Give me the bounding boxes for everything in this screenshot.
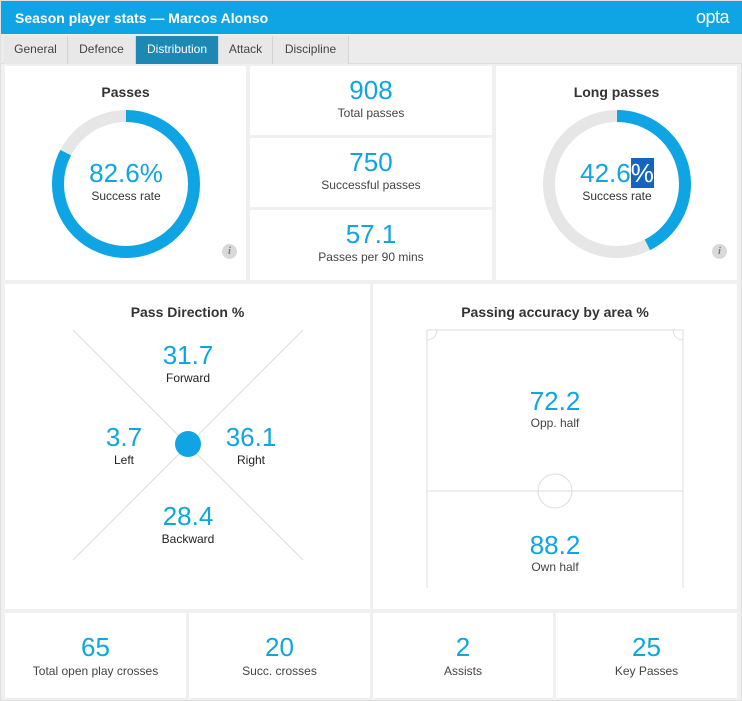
long-passes-rate-number: 42.6 (580, 158, 631, 188)
passes-panel: Passes 82.6% Success rate i (5, 66, 246, 280)
left-label: Left (113, 453, 134, 467)
long-passes-panel: Long passes 42.6% Success rate i (496, 66, 737, 280)
forward-label: Forward (165, 371, 210, 385)
long-passes-title: Long passes (573, 84, 660, 100)
accuracy-panel: Passing accuracy by area % 72.2 Opp. hal… (373, 284, 737, 609)
total-passes-label: Total passes (337, 106, 405, 120)
open-play-crosses-value: 65 (81, 632, 110, 662)
opp-half-label: Opp. half (530, 416, 580, 430)
pitch-outline (426, 329, 684, 588)
right-value: 36.1 (225, 422, 277, 452)
passes-ring-fill (52, 110, 200, 258)
center-circle (537, 473, 573, 509)
passes-per-90-value: 57.1 (345, 219, 397, 249)
passes-rate-label: Success rate (91, 189, 161, 203)
right-label: Right (236, 453, 265, 467)
backward-value: 28.4 (162, 501, 214, 531)
assists-label: Assists (443, 664, 482, 678)
direction-backward: 28.4 Backward (148, 501, 228, 546)
key-passes-card: 25 Key Passes (556, 613, 737, 698)
accuracy-title: Passing accuracy by area % (461, 304, 649, 320)
pass-direction-panel: Pass Direction % 31.7 Forward 3.7 Left 3… (5, 284, 370, 609)
tab-bar: General Defence Distribution Attack Disc… (1, 34, 742, 64)
direction-right: 36.1 Right (211, 422, 291, 467)
opta-logo: opta (695, 7, 730, 27)
passes-per-90-card: 57.1 Passes per 90 mins (250, 210, 492, 280)
long-passes-rate: 42.6% (542, 158, 692, 189)
total-passes-card: 908 Total passes (250, 66, 492, 135)
pass-direction-lines (72, 329, 304, 561)
passes-per-90-label: Passes per 90 mins (318, 250, 424, 264)
passes-rate-value: 82.6% (89, 158, 163, 188)
pass-direction-title: Pass Direction % (130, 304, 245, 320)
successful-passes-label: Successful passes (321, 178, 421, 192)
succ-crosses-card: 20 Succ. crosses (189, 613, 370, 698)
successful-passes-value: 750 (349, 147, 393, 177)
opp-half-value: 72.2 (529, 386, 581, 416)
long-passes-rate-symbol: % (630, 158, 654, 188)
direction-forward: 31.7 Forward (148, 340, 228, 385)
assists-value: 2 (455, 632, 471, 662)
widget-title: Season player stats — Marcos Alonso (15, 10, 269, 26)
info-icon[interactable]: i (222, 244, 237, 259)
own-half-value: 88.2 (529, 530, 581, 560)
backward-label: Backward (161, 532, 215, 546)
long-passes-ring-fill (543, 110, 691, 258)
total-passes-value: 908 (349, 75, 393, 105)
info-icon[interactable]: i (712, 244, 727, 259)
open-play-crosses-card: 65 Total open play crosses (5, 613, 186, 698)
long-passes-ring (543, 110, 691, 258)
header-bar: Season player stats — Marcos Alonso opta (1, 1, 742, 34)
passes-title: Passes (101, 84, 150, 100)
tab-distribution[interactable]: Distribution (136, 36, 219, 64)
own-half-label: Own half (531, 560, 579, 574)
tab-attack[interactable]: Attack (219, 36, 273, 64)
assists-card: 2 Assists (373, 613, 553, 698)
left-value: 3.7 (105, 422, 143, 452)
long-passes-rate-label: Success rate (582, 189, 652, 203)
tab-discipline[interactable]: Discipline (273, 36, 349, 64)
forward-value: 31.7 (162, 340, 214, 370)
pitch-graphic (426, 329, 684, 588)
succ-crosses-value: 20 (265, 632, 294, 662)
direction-left: 3.7 Left (84, 422, 164, 467)
key-passes-label: Key Passes (614, 664, 679, 678)
passes-center: 82.6% Success rate (51, 158, 201, 203)
corner-arc-right (672, 329, 684, 341)
tab-defence[interactable]: Defence (68, 36, 136, 64)
succ-crosses-label: Succ. crosses (242, 664, 317, 678)
corner-arc-left (426, 329, 438, 341)
key-passes-value: 25 (632, 632, 661, 662)
successful-passes-card: 750 Successful passes (250, 138, 492, 207)
tab-general[interactable]: General (4, 36, 68, 64)
open-play-crosses-label: Total open play crosses (32, 664, 159, 678)
passes-ring (52, 110, 200, 258)
long-passes-center: 42.6% Success rate (542, 158, 692, 203)
center-dot (175, 431, 201, 457)
